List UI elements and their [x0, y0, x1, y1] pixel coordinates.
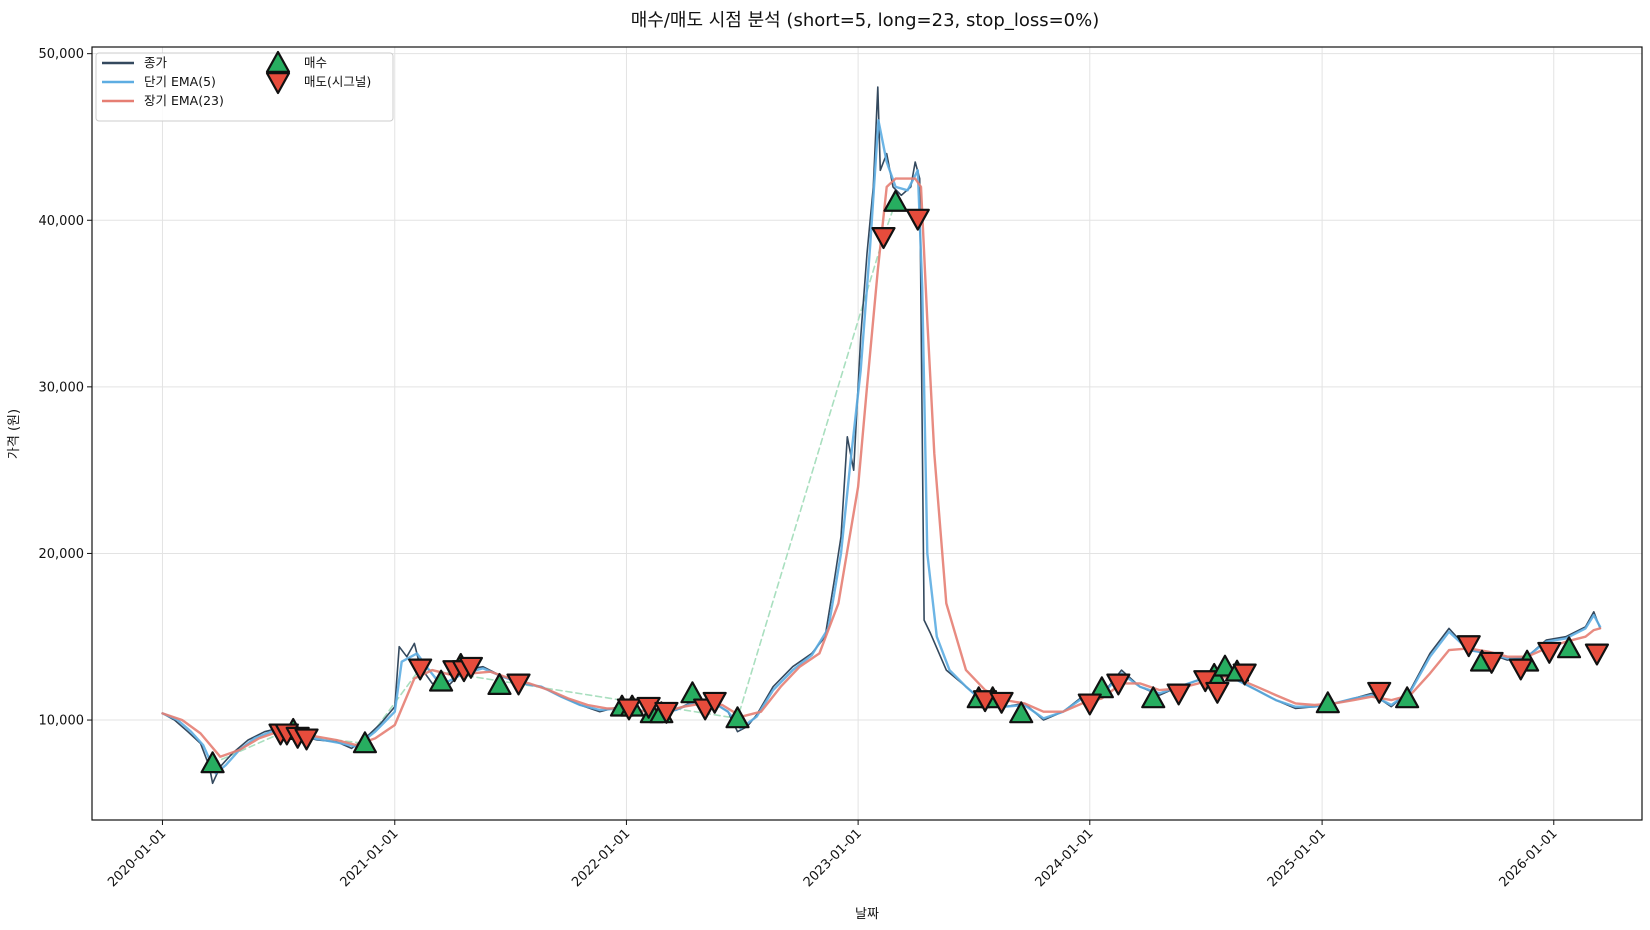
legend-label: 매수 [304, 55, 327, 70]
x-tick-label: 2025-01-01 [1265, 826, 1329, 890]
sell-marker [1538, 643, 1560, 663]
y-tick-label: 10,000 [39, 714, 85, 729]
legend-label: 단기 EMA(5) [144, 74, 216, 89]
x-axis-ticks: 2020-01-01 2021-01-01 2022-01-01 2023-01-01… [105, 820, 1560, 890]
sell-marker [1168, 685, 1190, 705]
sell-marker [873, 228, 895, 248]
y-axis-title: 가격 (원) [7, 409, 22, 459]
legend-label: 매도(시그널) [304, 74, 371, 89]
x-tick-label: 2020-01-01 [105, 826, 169, 890]
x-tick-label: 2022-01-01 [569, 826, 633, 890]
sell-marker [907, 210, 929, 230]
x-tick-label: 2023-01-01 [801, 826, 865, 890]
buy-marker [1558, 637, 1580, 657]
legend-label: 장기 EMA(23) [144, 93, 224, 108]
series-line-종가 [163, 87, 1601, 783]
y-tick-label: 50,000 [39, 47, 85, 62]
chart-title: 매수/매도 시점 분석 (short=5, long=23, stop_loss… [631, 10, 1100, 31]
series-line-trade path [213, 202, 918, 764]
sell-marker [1458, 636, 1480, 656]
x-tick-label: 2026-01-01 [1497, 826, 1561, 890]
y-axis-ticks: 10,000 20,000 30,000 40,000 50,000 [39, 47, 93, 728]
x-tick-label: 2021-01-01 [338, 826, 402, 890]
legend-label: 종가 [144, 55, 168, 70]
x-tick-label: 2024-01-01 [1033, 826, 1097, 890]
chart-canvas: 매수/매도 시점 분석 (short=5, long=23, stop_loss… [0, 0, 1650, 930]
y-tick-label: 40,000 [39, 214, 85, 229]
y-tick-label: 20,000 [39, 547, 85, 562]
series-line-장기 EMA(23) [163, 179, 1601, 757]
y-tick-label: 30,000 [39, 380, 85, 395]
series-lines [163, 87, 1601, 783]
x-axis-title: 날짜 [855, 907, 879, 922]
series-line-단기 EMA(5) [163, 120, 1601, 773]
sell-marker [1586, 645, 1608, 665]
sell-marker [1206, 683, 1228, 703]
